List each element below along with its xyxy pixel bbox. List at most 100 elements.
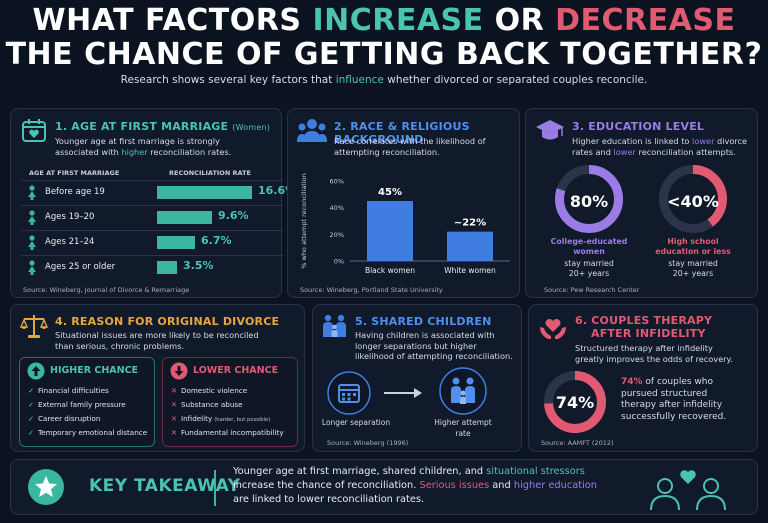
list-item-label: Financial difficulties (38, 386, 109, 395)
rate-bar (157, 236, 195, 249)
donut-fill (659, 165, 727, 233)
highschool-donut-value: <40% (667, 192, 719, 211)
panel1-title: 1. AGE AT FIRST MARRIAGE (Women) (55, 120, 270, 133)
family-icon (323, 314, 346, 337)
arrow-down-circle-icon (170, 362, 188, 380)
x-tick-label: Black women (365, 266, 415, 275)
calendar-icon (327, 371, 371, 415)
college-donut-value: 80% (569, 192, 609, 211)
list-item: ✕ Fundamental incompatibility (171, 428, 284, 437)
bar-data-label: 45% (378, 187, 402, 198)
therapy-stat-line: pursued structured (621, 388, 708, 399)
college-donut (555, 165, 623, 233)
woman-icon (28, 260, 36, 275)
panel6-source: Source: AAMFT (2012) (541, 439, 614, 447)
highschool-label: High school education or less (638, 237, 748, 256)
highschool-stat: stay married 20+ years (638, 259, 748, 278)
list-item: ✓ Career disruption (28, 414, 100, 423)
calendar-heart-icon (22, 119, 46, 142)
takeaway-text: and (489, 480, 514, 491)
x-icon: ✕ (171, 386, 178, 395)
panel4-text: than serious, chronic problems. (55, 340, 185, 351)
highschool-stat-line: 20+ years (672, 268, 714, 278)
highschool-donut (659, 165, 727, 233)
key-takeaway-text: Younger age at first marriage, shared ch… (233, 465, 623, 507)
donut-fill (544, 371, 606, 433)
panel1-text-highlight: higher (121, 146, 148, 157)
row-label: Ages 25 or older (45, 262, 116, 272)
panel3-text-highlight: lower (692, 136, 715, 146)
scales-icon (20, 315, 48, 338)
y-tick-label: 0% (334, 258, 344, 266)
x-icon: ✕ (171, 414, 178, 423)
col-header-age: AGE AT FIRST MARRIAGE (29, 169, 120, 177)
panel3-source: Source: Pew Research Center (544, 286, 640, 294)
rate-value: 6.7% (201, 234, 232, 247)
list-item-label: Substance abuse (181, 400, 243, 409)
check-icon: ✓ (28, 386, 35, 395)
panel3-text: divorce (714, 136, 748, 146)
list-item-label: Fundamental incompatibility (181, 428, 284, 437)
panel1-title-note: (Women) (232, 123, 271, 132)
people-group-icon (297, 119, 327, 142)
panel5-description: Having children is associated with longe… (355, 330, 520, 362)
y-tick-label: 40% (330, 204, 344, 212)
rate-bar (157, 261, 177, 274)
panel3-text-highlight: lower (613, 146, 636, 157)
woman-icon (28, 210, 36, 225)
lower-chance-box: LOWER CHANCE ✕ Domestic violence ✕ Substanc… (162, 357, 298, 447)
check-icon: ✓ (28, 414, 35, 423)
panel2-title: 2. RACE & RELIGIOUS BACKGROUND (334, 120, 470, 146)
rate-bar (157, 186, 252, 199)
therapy-donut (544, 371, 606, 433)
panel3-text: reconciliation attempts. (635, 146, 736, 157)
page-title-line2: THE CHANCE OF GETTING BACK TOGETHER? (5, 37, 763, 72)
higher-attempt-line: rate (455, 428, 471, 438)
table-row: Ages 19–20 9.6% (21, 205, 283, 229)
college-label-line: women (573, 246, 605, 256)
panel5-text: Having children is associated with (355, 330, 495, 340)
higher-chance-title: HIGHER CHANCE (50, 365, 139, 376)
rate-value: 9.6% (218, 209, 249, 222)
panel2-source: Source: Wineberg, Portland State Univers… (300, 286, 443, 294)
panel2-description: Race correlates with the likelihood of a… (334, 136, 514, 157)
woman-icon (28, 185, 36, 200)
panel1-text: associated with (55, 146, 122, 157)
y-axis-label: % who attempt reconciliation (300, 173, 308, 269)
list-item: ✕ Infidelity (harder, but possible) (171, 414, 270, 423)
family-circle-icon (439, 367, 487, 415)
table-row: Before age 19 16.6% (21, 180, 296, 204)
therapy-donut-value: 74% (555, 393, 595, 412)
row-label: Ages 19–20 (45, 212, 95, 222)
takeaway-highlight: situational stressors (486, 466, 585, 477)
panel-reason-for-divorce: 4. REASON FOR ORIGINAL DIVORCE Situation… (10, 304, 305, 452)
title-increase: INCREASE (312, 3, 484, 38)
college-stat-line: stay married (564, 259, 614, 268)
bar-data-label: ~22% (454, 218, 486, 229)
panel4-text: Situational issues are more likely to be… (55, 330, 259, 340)
takeaway-text: are linked to lower reconciliation rates… (233, 494, 425, 505)
couple-heart-icon (650, 470, 726, 511)
title-decrease: DECREASE (555, 3, 736, 38)
therapy-stat: 74% of couples who pursued structured th… (621, 377, 756, 423)
panel1-description: Younger age at first marriage is strongl… (55, 136, 275, 157)
panel-age-at-first-marriage: 1. AGE AT FIRST MARRIAGE (Women) Younger… (10, 108, 296, 298)
panel1-text: Younger age at first marriage is strongl… (55, 136, 220, 146)
college-label-line: College-educated (550, 237, 628, 246)
panel-couples-therapy: 6. COUPLES THERAPY AFTER INFIDELITY Struc… (528, 304, 758, 452)
x-icon: ✕ (171, 428, 178, 437)
donut-fill (555, 165, 623, 233)
table-row: Ages 25 or older 3.5% (21, 255, 283, 279)
panel6-text: greatly improves the odds of recovery. (575, 353, 733, 364)
panel-education-level: 3. EDUCATION LEVEL Higher education is l… (525, 108, 758, 298)
highschool-label-line: education or less (655, 246, 731, 256)
higher-chance-box: HIGHER CHANCE ✓ Financial difficulties ✓ Ex… (19, 357, 155, 447)
panel6-title-line: 6. COUPLES THERAPY (575, 314, 713, 327)
panel1-title-text: 1. AGE AT FIRST MARRIAGE (55, 120, 229, 133)
subtitle-part: whether divorced or separated couples re… (383, 74, 648, 86)
race-bar-chart: % who attempt reconciliation 0% 20% 40% 60% 4… (300, 173, 510, 275)
therapy-stat-line: of couples who (642, 377, 713, 387)
panel3-description: Higher education is linked to lower divo… (572, 136, 756, 157)
lower-chance-title: LOWER CHANCE (193, 365, 279, 376)
panel6-text: Structured therapy after infidelity (575, 343, 713, 353)
